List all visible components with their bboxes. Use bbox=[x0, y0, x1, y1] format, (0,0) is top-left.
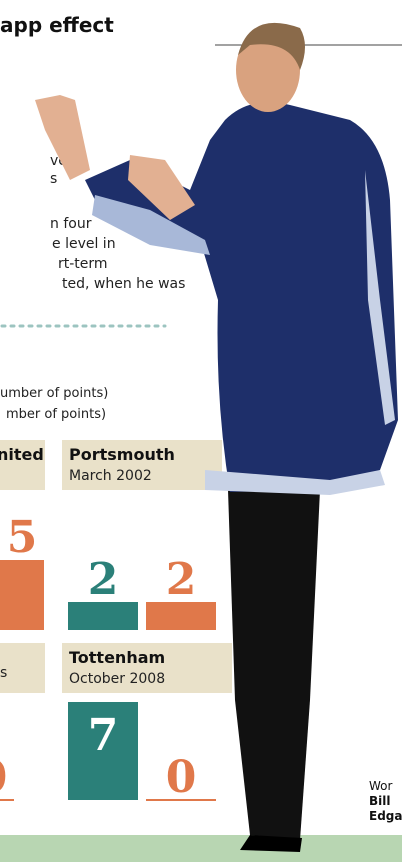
footer-band bbox=[0, 835, 402, 862]
panel-title: Tottenham bbox=[69, 648, 165, 667]
intro-text: rt-term bbox=[58, 256, 108, 272]
legend-text: umber of points) bbox=[0, 386, 108, 401]
panel-date: October 2008 bbox=[69, 671, 165, 687]
bar bbox=[146, 602, 216, 630]
bar bbox=[0, 560, 44, 630]
title: app effect bbox=[0, 13, 114, 37]
bar-value: 2 bbox=[166, 554, 197, 605]
intro-text: n four bbox=[50, 216, 92, 232]
legend-text: mber of points) bbox=[6, 407, 106, 422]
bar bbox=[68, 602, 138, 630]
bar-value: 5 bbox=[7, 512, 38, 563]
page: app effect vesn foure level inrt-termted… bbox=[0, 0, 402, 862]
bar-value: 0 bbox=[0, 752, 7, 803]
bar-value: 2 bbox=[88, 554, 119, 605]
panel-date: March 2002 bbox=[69, 468, 152, 484]
bar-value: 0 bbox=[166, 752, 197, 803]
credit: Wor bbox=[369, 779, 393, 793]
panel-title: Portsmouth bbox=[69, 445, 175, 464]
panel-title: nited bbox=[0, 445, 44, 464]
intro-text: e level in bbox=[52, 236, 116, 252]
panel-date: s bbox=[0, 665, 7, 681]
bar-value: 7 bbox=[88, 710, 119, 761]
intro-text: s bbox=[50, 171, 57, 187]
intro-text: ted, when he was bbox=[62, 276, 185, 292]
credit: Bill bbox=[369, 794, 391, 808]
credit: Edga bbox=[369, 809, 402, 823]
